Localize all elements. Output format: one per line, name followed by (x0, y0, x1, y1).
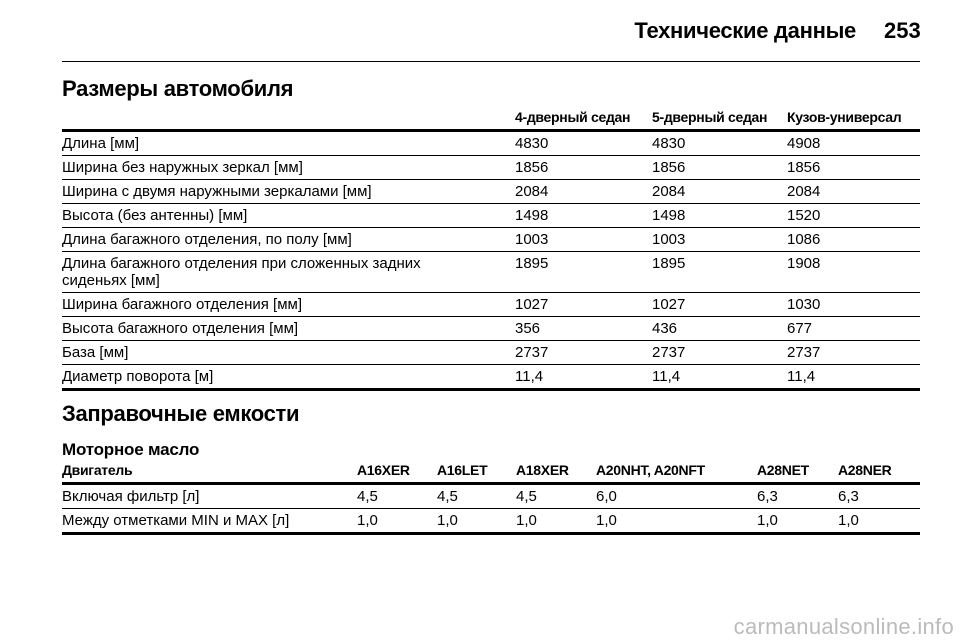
cell: 1498 (515, 203, 652, 228)
table-row: Ширина без наружных зеркал [мм] 1856 1856 1… (62, 155, 920, 180)
table-row: Длина [мм] 4830 4830 4908 (62, 130, 920, 156)
table-row: Высота багажного отделения [мм] 356 436 677 (62, 316, 920, 341)
row-label: Длина багажного отделения, по полу [мм] (62, 227, 515, 252)
table-row: Диаметр поворота [м] 11,4 11,4 11,4 (62, 364, 920, 391)
oil-table: Двигатель A16XER A16LET A18XER A20NHT, A20NF… (62, 459, 920, 535)
cell: 1,0 (437, 508, 516, 535)
section-title: Заправочные емкости (62, 401, 300, 426)
cell: 11,4 (787, 364, 920, 391)
cell: 1027 (652, 292, 787, 317)
table-row: Ширина с двумя наружными зеркалами [мм] 2… (62, 179, 920, 204)
row-label: Высота (без антенны) [мм] (62, 203, 515, 228)
watermark: carmanualsonline.info (733, 614, 954, 639)
column-header: A16XER (357, 459, 437, 485)
table-row: Между отметками MIN и MAX [л] 1,0 1,0 1,0 1,… (62, 508, 920, 535)
row-label: Ширина с двумя наружными зеркалами [мм] (62, 179, 515, 204)
column-header: 5-дверный седан (652, 106, 787, 132)
column-header: A16LET (437, 459, 516, 485)
cell: 677 (787, 316, 920, 341)
cell: 1520 (787, 203, 920, 228)
row-label: Длина [мм] (62, 130, 515, 156)
header-row: 4-дверный седан 5-дверный седан Кузов-унив… (62, 106, 920, 132)
cell: 11,4 (515, 364, 652, 391)
cell: 1498 (652, 203, 787, 228)
row-label: Ширина без наружных зеркал [мм] (62, 155, 515, 180)
cell: 1003 (515, 227, 652, 252)
cell: 2084 (787, 179, 920, 204)
row-label: База [мм] (62, 340, 515, 365)
cell: 6,3 (757, 483, 838, 509)
cell: 4,5 (437, 483, 516, 509)
cell: 1086 (787, 227, 920, 252)
table-row: Включая фильтр [л] 4,5 4,5 4,5 6,0 6,3 6,3 (62, 483, 920, 509)
table-row: Высота (без антенны) [мм] 1498 1498 1520 (62, 203, 920, 228)
cell: 4830 (515, 130, 652, 156)
table-row: База [мм] 2737 2737 2737 (62, 340, 920, 365)
row-label: Ширина багажного отделения [мм] (62, 292, 515, 317)
row-label: Между отметками MIN и MAX [л] (62, 508, 357, 535)
cell: 1,0 (357, 508, 437, 535)
table-row: Длина багажного отделения при сложенных … (62, 251, 920, 293)
row-label: Включая фильтр [л] (62, 483, 357, 509)
column-header: A18XER (516, 459, 596, 485)
cell: 4,5 (357, 483, 437, 509)
page-number: 253 (884, 18, 921, 43)
column-header: A28NET (757, 459, 838, 485)
cell: 1030 (787, 292, 920, 317)
header-row: Двигатель A16XER A16LET A18XER A20NHT, A20NF… (62, 459, 920, 485)
subsection-title: Моторное масло (62, 440, 200, 459)
cell: 1,0 (757, 508, 838, 535)
cell: 4830 (652, 130, 787, 156)
cell: 2084 (652, 179, 787, 204)
cell: 1908 (787, 251, 920, 293)
cell: 4,5 (516, 483, 596, 509)
column-header: A20NHT, A20NFT (596, 459, 757, 485)
cell: 11,4 (652, 364, 787, 391)
dimensions-table: 4-дверный седан 5-дверный седан Кузов-унив… (62, 106, 920, 391)
header-rule (62, 61, 920, 62)
column-header: 4-дверный седан (515, 106, 652, 132)
cell: 1856 (652, 155, 787, 180)
cell: 2737 (515, 340, 652, 365)
cell: 2084 (515, 179, 652, 204)
table-row: Длина багажного отделения, по полу [мм] 1… (62, 227, 920, 252)
cell: 6,0 (596, 483, 757, 509)
column-header: Двигатель (62, 459, 357, 485)
cell: 436 (652, 316, 787, 341)
cell: 1027 (515, 292, 652, 317)
cell: 2737 (652, 340, 787, 365)
cell: 1,0 (596, 508, 757, 535)
cell: 1895 (515, 251, 652, 293)
cell: 1,0 (838, 508, 920, 535)
cell: 1,0 (516, 508, 596, 535)
column-header: A28NER (838, 459, 920, 485)
cell: 6,3 (838, 483, 920, 509)
section-title: Размеры автомобиля (62, 76, 294, 101)
row-label: Диаметр поворота [м] (62, 364, 515, 391)
row-label: Длина багажного отделения при сложенных … (62, 251, 515, 293)
cell: 1895 (652, 251, 787, 293)
empty-header (62, 106, 515, 132)
cell: 1856 (515, 155, 652, 180)
cell: 4908 (787, 130, 920, 156)
cell: 1856 (787, 155, 920, 180)
cell: 2737 (787, 340, 920, 365)
cell: 356 (515, 316, 652, 341)
table-row: Ширина багажного отделения [мм] 1027 1027 1… (62, 292, 920, 317)
cell: 1003 (652, 227, 787, 252)
column-header: Кузов-универсал (787, 106, 920, 132)
running-title: Технические данные (634, 18, 856, 43)
row-label: Высота багажного отделения [мм] (62, 316, 515, 341)
